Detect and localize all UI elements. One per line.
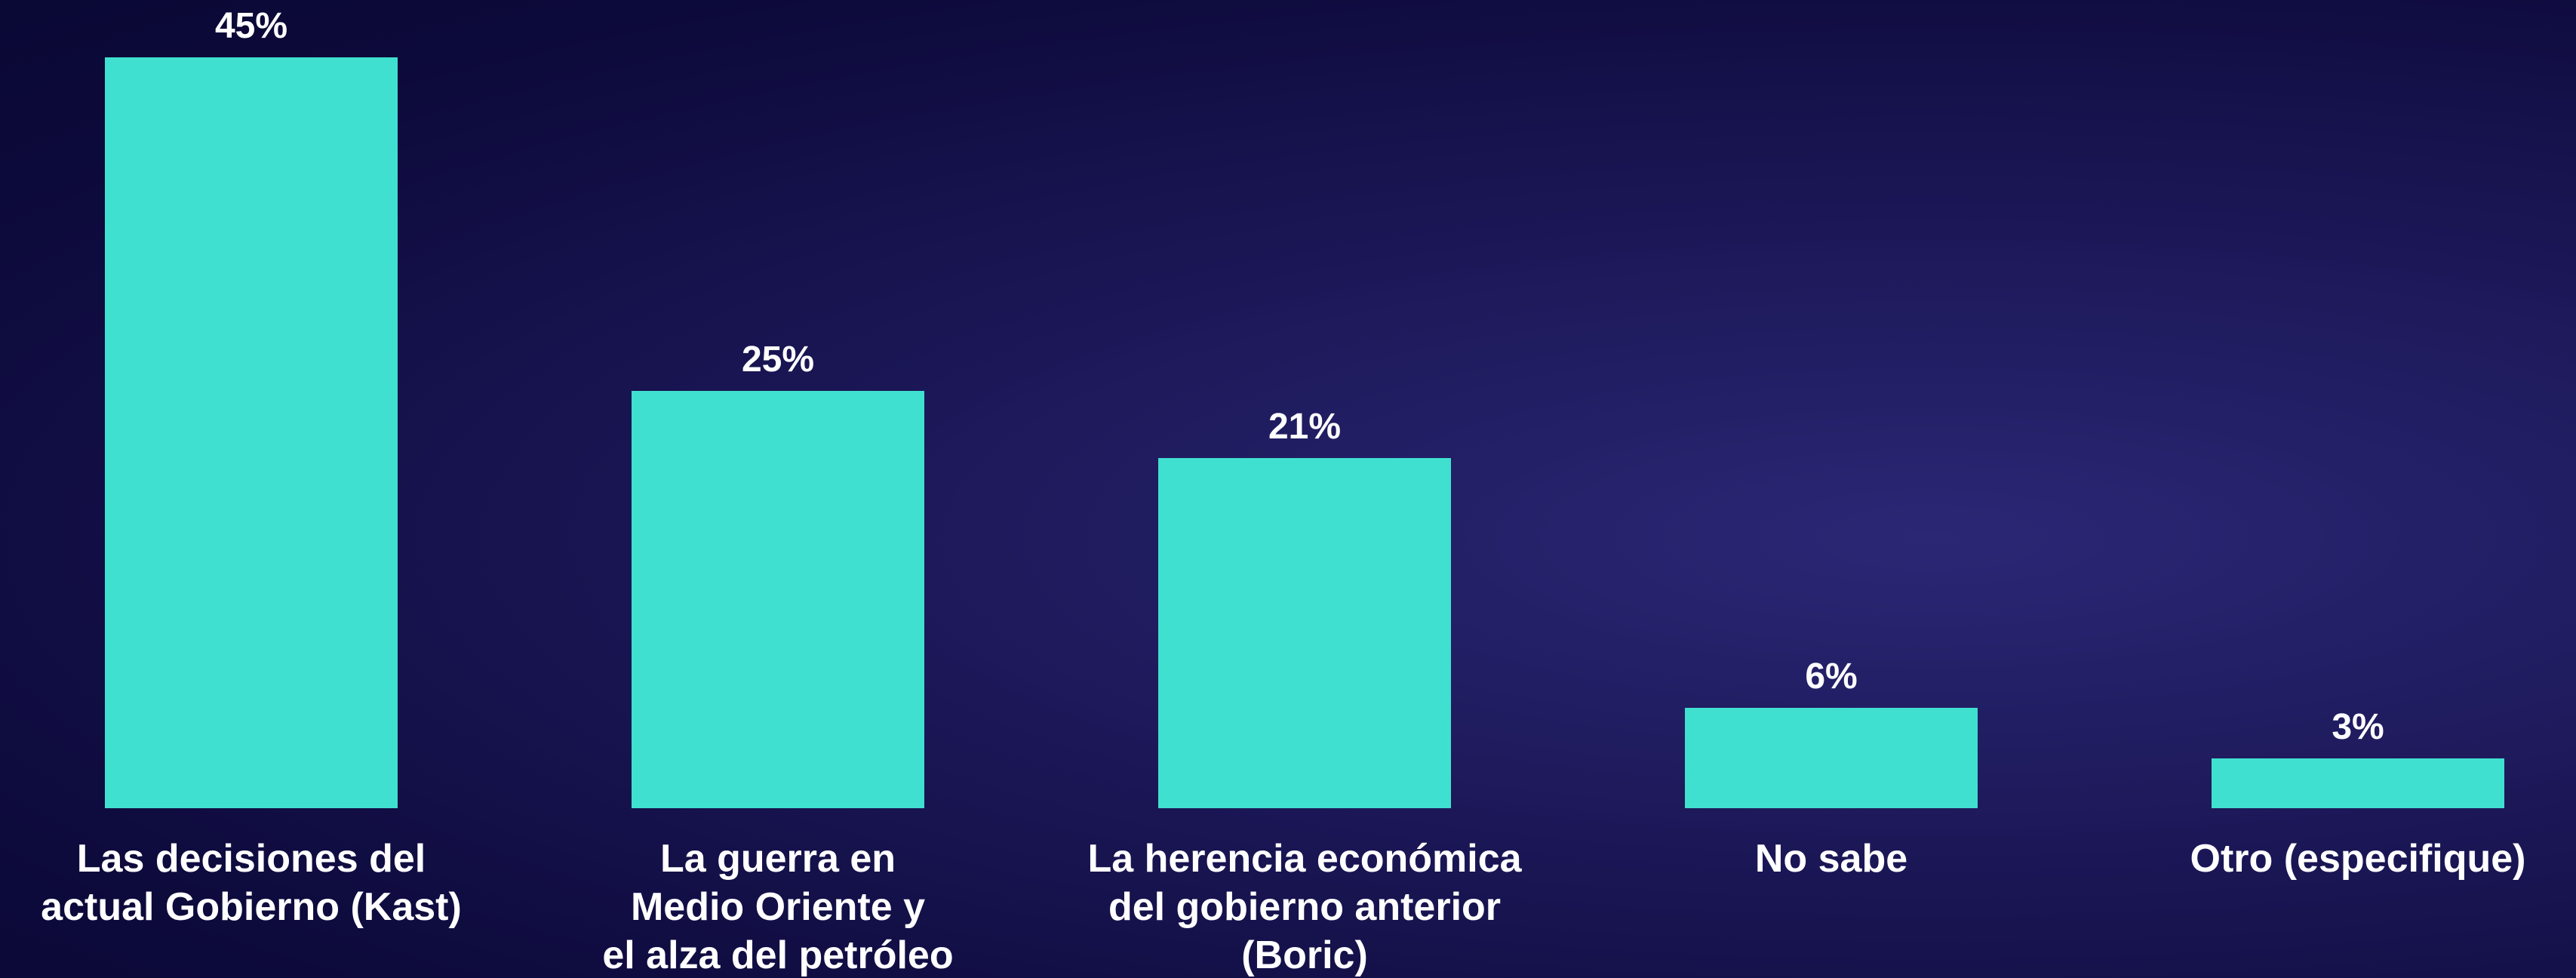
bar: [632, 391, 924, 808]
value-label: 45%: [214, 6, 288, 46]
value-label: 6%: [1805, 657, 1858, 697]
x-tick-label: Las decisiones del actual Gobierno (Kast…: [41, 837, 462, 929]
x-tick-label: La guerra en Medio Oriente y el alza del…: [602, 837, 954, 977]
value-label: 3%: [2332, 706, 2384, 747]
bar: [1685, 708, 1978, 808]
x-tick-label: Otro (especifique): [2190, 837, 2526, 881]
bar: [1158, 457, 1451, 808]
x-tick-label: No sabe: [1754, 837, 1908, 881]
bar: [105, 57, 398, 808]
x-tick-label: La herencia económica del gobierno anter…: [1087, 837, 1522, 977]
bar: [2212, 758, 2504, 808]
value-label: 25%: [741, 340, 815, 380]
value-label: 21%: [1268, 406, 1342, 447]
